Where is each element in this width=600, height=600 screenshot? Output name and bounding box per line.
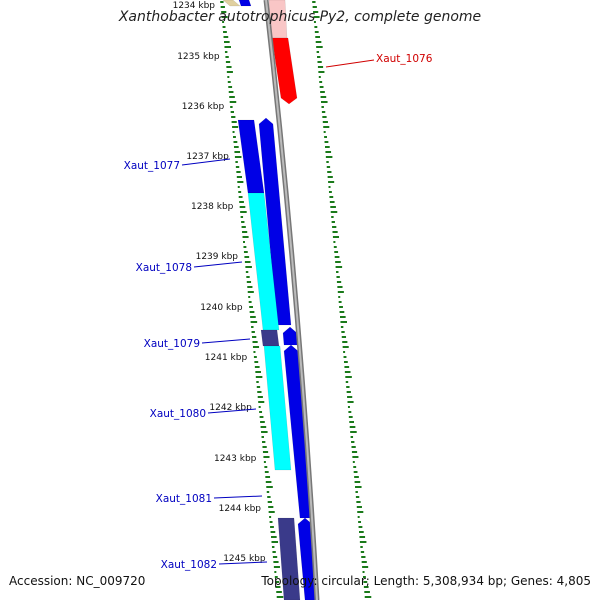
label-leader-line	[213, 495, 263, 499]
gene-label-xaut_1079[interactable]: Xaut_1079	[144, 338, 200, 350]
gc-skew-outer-track	[312, 1, 372, 598]
label-leader-line	[181, 158, 231, 166]
genome-backbone	[263, 0, 320, 600]
kbp-tick-label: 1239 kbp	[196, 252, 239, 262]
kbp-tick-label: 1241 kbp	[205, 353, 248, 363]
kbp-tick-label: 1243 kbp	[214, 454, 257, 464]
label-leader-line	[218, 561, 268, 565]
gc-skew-inner-track	[220, 1, 284, 598]
genome-title: Xanthobacter autotrophicus Py2, complete…	[118, 9, 482, 25]
gene-track	[222, 0, 320, 600]
kbp-tick-label: 1242 kbp	[209, 403, 252, 413]
gene-arrow[interactable]	[260, 329, 280, 347]
accession-text: Accession: NC_009720	[9, 574, 146, 588]
gene-label-xaut_1078[interactable]: Xaut_1078	[136, 262, 192, 274]
gene-label-xaut_1076[interactable]: Xaut_1076	[376, 53, 433, 65]
gene-arrow[interactable]	[271, 37, 298, 105]
label-leader-line	[201, 338, 251, 344]
gene-arrow[interactable]	[222, 0, 241, 7]
kbp-tick-label: 1236 kbp	[182, 102, 225, 112]
kbp-tick-label: 1235 kbp	[177, 52, 220, 62]
kbp-tick-label: 1244 kbp	[219, 504, 262, 514]
gene-arrow[interactable]	[247, 192, 280, 331]
kbp-tick-label: 1238 kbp	[191, 202, 234, 212]
gene-label-xaut_1082[interactable]: Xaut_1082	[161, 559, 217, 571]
gene-label-xaut_1077[interactable]: Xaut_1077	[124, 160, 180, 172]
gene-label-xaut_1080[interactable]: Xaut_1080	[150, 408, 206, 420]
kbp-tick-label: 1245 kbp	[223, 554, 266, 564]
kbp-tick-label: 1240 kbp	[200, 303, 243, 313]
topology-text: Topology: circular; Length: 5,308,934 bp…	[261, 574, 591, 588]
gene-label-xaut_1081[interactable]: Xaut_1081	[156, 493, 212, 505]
label-leader-line	[325, 59, 375, 68]
kbp-tick-label: 1234 kbp	[173, 1, 216, 11]
gene-arrow[interactable]	[263, 345, 292, 471]
gene-arrow[interactable]	[277, 517, 301, 600]
kbp-ticks: 1234 kbp 1235 kbp 1236 kbp 1237 kbp 1238 kbp…	[173, 1, 266, 564]
gene-arrow[interactable]	[238, 0, 252, 7]
kbp-tick-label: 1237 kbp	[186, 152, 229, 162]
label-leader-line	[207, 408, 257, 414]
gene-labels: Xaut_1076 Xaut_1077 Xaut_1078 Xaut_1079 Xaut…	[124, 53, 433, 571]
label-leader-line	[193, 261, 243, 268]
